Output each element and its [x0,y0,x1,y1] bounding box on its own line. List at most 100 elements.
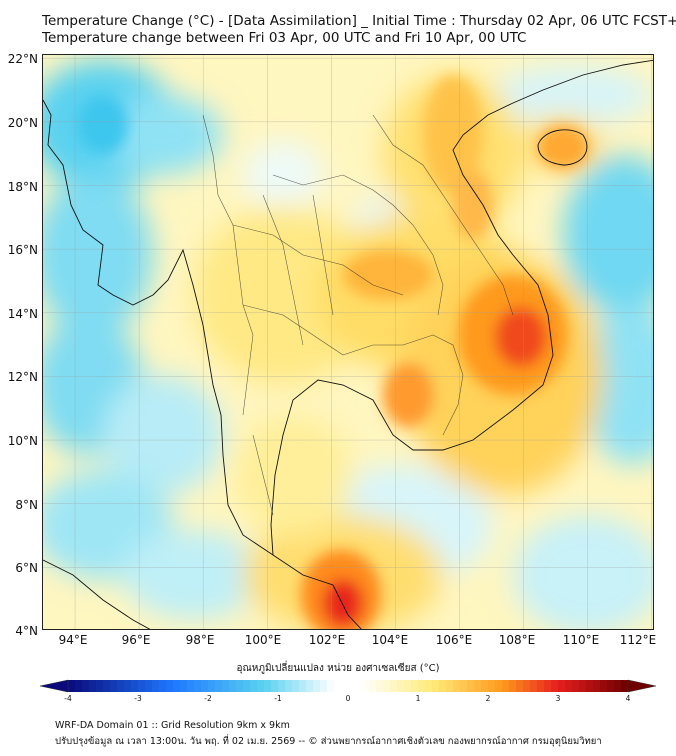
colorbar-cell [243,680,251,692]
footer-model-info: WRF-DA Domain 01 :: Grid Resolution 9km … [55,720,290,731]
cold-core-myanmar [78,95,128,155]
colorbar-cell [614,680,622,692]
colorbar-cell [586,680,594,692]
colorbar-cell [96,680,104,692]
lon-label-94: 94°E [58,633,88,647]
border-provinces-e [252,434,274,516]
border-laos-vietnam [372,114,514,316]
lat-label-4: 4°N [15,624,38,638]
colorbar-cell [502,680,510,692]
border-thailand-laos [272,174,444,316]
colorbar-cell [166,680,174,692]
lat-label-18: 18°N [7,180,38,194]
colorbar-cell [215,680,223,692]
map-subtitle: Temperature change between Fri 03 Apr, 0… [42,30,527,46]
colorbar-cell [383,680,391,692]
colorbar-cell [390,680,398,692]
colorbar-cell [306,680,314,692]
colorbar-cell [446,680,454,692]
colorbar-cell [607,680,615,692]
colorbar-cell [229,680,237,692]
border-provinces-c [262,194,304,346]
lon-label-98: 98°E [185,633,215,647]
colorbar-cell [495,680,503,692]
colorbar-cell [320,680,328,692]
colorbar-cell [516,680,524,692]
lat-label-14: 14°N [7,307,38,321]
lat-label-6: 6°N [15,561,38,575]
colorbar-tick: -1 [274,694,282,703]
colorbar-cell [152,680,160,692]
colorbar-cell [418,680,426,692]
colorbar-cell [432,680,440,692]
lon-label-108: 108°E [498,633,536,647]
cool-region [243,140,323,210]
colorbar-cell [271,680,279,692]
colorbar-cell [474,680,482,692]
colorbar [40,679,656,693]
colorbar-label: อุณหภูมิเปลี่ยนแปลง หน่วย องศาเซลเซียส (… [236,663,440,674]
colorbar-cell [313,680,321,692]
colorbar-tick: -4 [64,694,72,703]
lat-label-8: 8°N [15,498,38,512]
lat-lon-grid [43,55,653,629]
cold-region [583,305,653,465]
colorbar-cell [145,680,153,692]
colorbar-cell [173,680,181,692]
lat-label-16: 16°N [7,243,38,257]
colorbar-cell [299,680,307,692]
colorbar-cell [75,680,83,692]
colorbar-cell [523,680,531,692]
colorbar-cell [593,680,601,692]
colorbar-cell [117,680,125,692]
colorbar-cell [481,680,489,692]
colorbar-cell [411,680,419,692]
colorbar-cell [551,680,559,692]
lon-label-104: 104°E [371,633,409,647]
colorbar-cell [131,680,139,692]
colorbar-cell [460,680,468,692]
colorbar-cell [124,680,132,692]
colorbar-cell [236,680,244,692]
colorbar-tick: 0 [345,694,351,703]
lon-label-102: 102°E [308,633,346,647]
cold-region [103,95,223,175]
cool-region [493,65,653,125]
cold-region [513,515,653,629]
cold-region [103,375,223,495]
colorbar-cell [264,680,272,692]
map-title: Temperature Change (°C) - [Data Assimila… [42,13,676,29]
coastline-hainan [537,129,588,166]
colorbar-cell [565,680,573,692]
colorbar-cell [600,680,608,692]
warm-region [233,415,353,535]
colorbar-cell [187,680,195,692]
hotspot-malay-core [323,579,363,627]
hotspot-hainan [537,125,589,169]
colorbar-cell [376,680,384,692]
colorbar-cell [404,680,412,692]
colorbar-tick: 3 [555,694,561,703]
colorbar-cell [257,680,265,692]
hotspot-north-vietnam [423,75,483,195]
border-cambodia [342,334,464,436]
lon-label-110: 110°E [562,633,600,647]
colorbar-cell [579,680,587,692]
hotspot-ne-thailand [343,250,433,300]
border-myanmar-thailand [202,114,254,416]
colorbar-cell [103,680,111,692]
colorbar-cell [278,680,286,692]
colorbar-cell [425,680,433,692]
colorbar-cell [530,680,538,692]
colorbar-cell [208,680,216,692]
colorbar-cell [250,680,258,692]
colorbar-tick: 1 [415,694,421,703]
colorbar-cell [544,680,552,692]
colorbar-cell [285,680,293,692]
colorbar-cell [194,680,202,692]
colorbar-cell [369,680,377,692]
colorbar-cell [439,680,447,692]
warm-region [193,205,373,385]
colorbar-cell [362,680,370,692]
colorbar-cell [110,680,118,692]
